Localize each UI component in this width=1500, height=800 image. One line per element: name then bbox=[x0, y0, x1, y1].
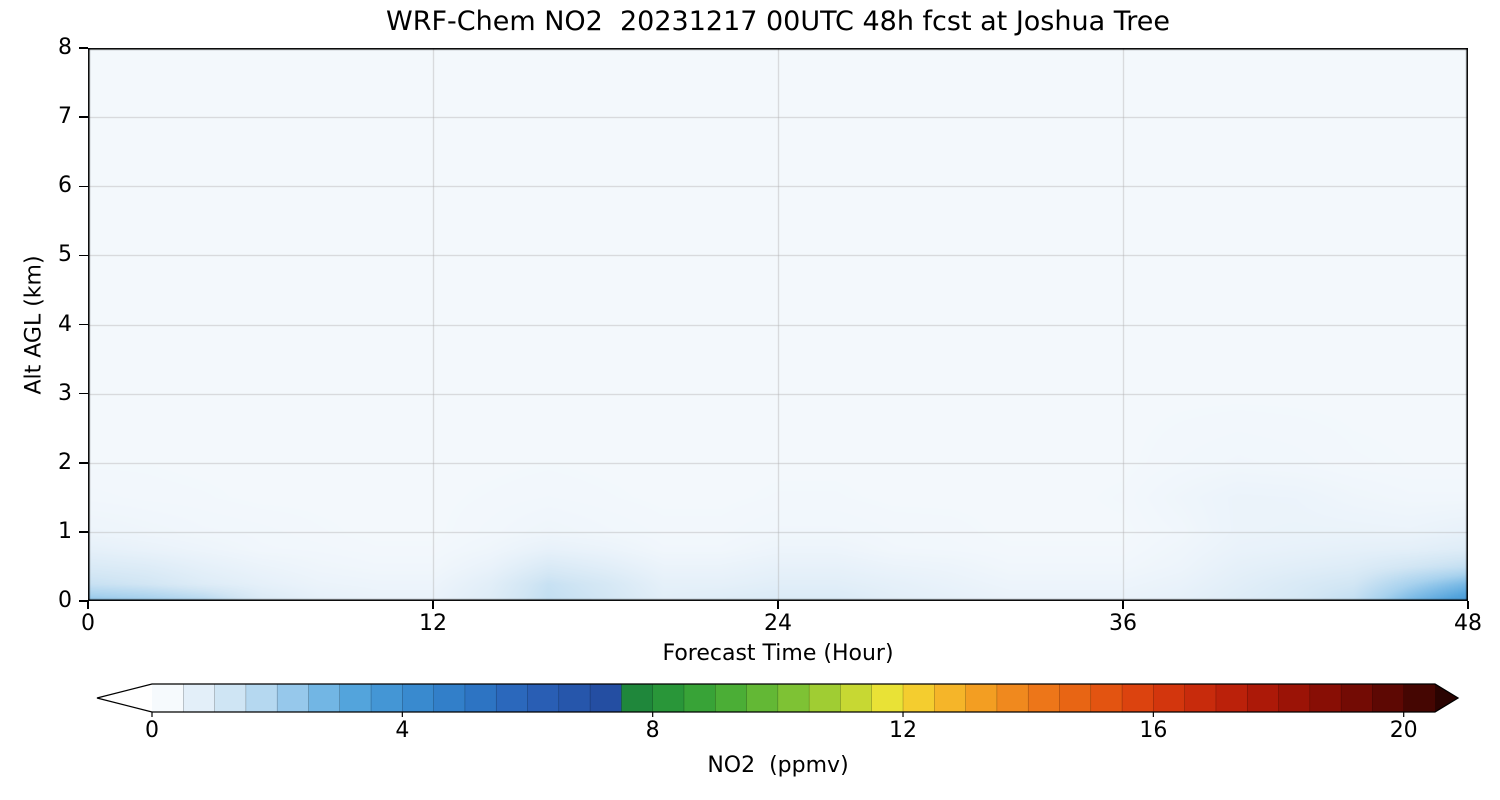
colorbar-cell bbox=[1090, 684, 1123, 712]
y-tick-mark bbox=[79, 531, 88, 533]
y-tick-mark bbox=[79, 185, 88, 187]
colorbar-cell bbox=[777, 684, 810, 712]
y-tick-mark bbox=[79, 462, 88, 464]
x-tick-label: 48 bbox=[1454, 611, 1482, 636]
colorbar-cell bbox=[371, 684, 403, 712]
y-tick-mark bbox=[79, 600, 88, 602]
colorbar-cell bbox=[277, 684, 309, 712]
colorbar-cell bbox=[1403, 684, 1436, 712]
colorbar-cell bbox=[1372, 684, 1405, 712]
colorbar bbox=[96, 683, 1460, 717]
colorbar-cell bbox=[1028, 684, 1060, 712]
colorbar-cell bbox=[214, 684, 247, 712]
colorbar-over-arrow bbox=[1434, 684, 1458, 712]
colorbar-cell bbox=[1059, 684, 1092, 712]
colorbar-cell bbox=[1309, 684, 1342, 712]
colorbar-cell bbox=[1341, 684, 1373, 712]
y-tick-mark bbox=[79, 116, 88, 118]
x-tick-label: 24 bbox=[764, 611, 792, 636]
x-tick-label: 0 bbox=[81, 611, 95, 636]
colorbar-under-arrow bbox=[97, 684, 152, 712]
colorbar-cell bbox=[1247, 684, 1280, 712]
y-tick-label: 1 bbox=[58, 518, 72, 544]
colorbar-cell bbox=[152, 684, 184, 712]
colorbar-cell bbox=[558, 684, 591, 712]
x-tick-mark bbox=[777, 601, 779, 609]
colorbar-cell bbox=[1153, 684, 1186, 712]
colorbar-cell bbox=[1215, 684, 1248, 712]
y-tick-mark bbox=[79, 392, 88, 395]
x-tick-label: 36 bbox=[1109, 611, 1137, 636]
colorbar-cell bbox=[527, 684, 560, 712]
y-tick-label: 2 bbox=[58, 449, 72, 475]
colorbar-cell bbox=[308, 684, 341, 712]
colorbar-cell bbox=[903, 684, 935, 712]
x-axis-label: Forecast Time (Hour) bbox=[662, 641, 894, 666]
x-tick-mark bbox=[1122, 601, 1124, 609]
y-tick-mark bbox=[79, 47, 88, 49]
colorbar-cell bbox=[965, 684, 998, 712]
x-tick-mark bbox=[432, 601, 434, 609]
y-tick-label: 8 bbox=[58, 35, 72, 60]
colorbar-cell bbox=[339, 684, 372, 712]
colorbar-cell bbox=[934, 684, 967, 712]
colorbar-cell bbox=[809, 684, 841, 712]
y-tick-label: 0 bbox=[58, 588, 72, 613]
y-tick-mark bbox=[79, 323, 88, 326]
colorbar-label: NO2 (ppmv) bbox=[707, 753, 849, 778]
x-tick-mark bbox=[1467, 601, 1469, 609]
x-tick-mark bbox=[87, 601, 89, 609]
colorbar-cell bbox=[496, 684, 529, 712]
x-tick-label: 12 bbox=[419, 611, 447, 636]
colorbar-cell bbox=[996, 684, 1029, 712]
colorbar-cell bbox=[871, 684, 904, 712]
y-tick-label: 6 bbox=[58, 173, 72, 199]
colorbar-cell bbox=[245, 684, 278, 712]
colorbar-cell bbox=[652, 684, 685, 712]
y-tick-label: 7 bbox=[58, 104, 72, 130]
colorbar-cell bbox=[683, 684, 716, 712]
colorbar-cell bbox=[433, 684, 466, 712]
colorbar-cell bbox=[840, 684, 873, 712]
colorbar-cell bbox=[715, 684, 748, 712]
chart-title: WRF-Chem NO2 20231217 00UTC 48h fcst at … bbox=[386, 6, 1170, 37]
y-axis-label: Alt AGL (km) bbox=[21, 255, 47, 395]
colorbar-cell bbox=[1122, 684, 1154, 712]
colorbar-cell bbox=[746, 684, 779, 712]
y-tick-mark bbox=[79, 254, 88, 257]
colorbar-cell bbox=[590, 684, 622, 712]
colorbar-cell bbox=[1184, 684, 1217, 712]
colorbar-cell bbox=[621, 684, 654, 712]
colorbar-cell bbox=[402, 684, 435, 712]
colorbar-cell bbox=[464, 684, 497, 712]
no2-contour-plot bbox=[88, 48, 1468, 601]
colorbar-cell bbox=[183, 684, 216, 712]
colorbar-cell bbox=[1278, 684, 1311, 712]
